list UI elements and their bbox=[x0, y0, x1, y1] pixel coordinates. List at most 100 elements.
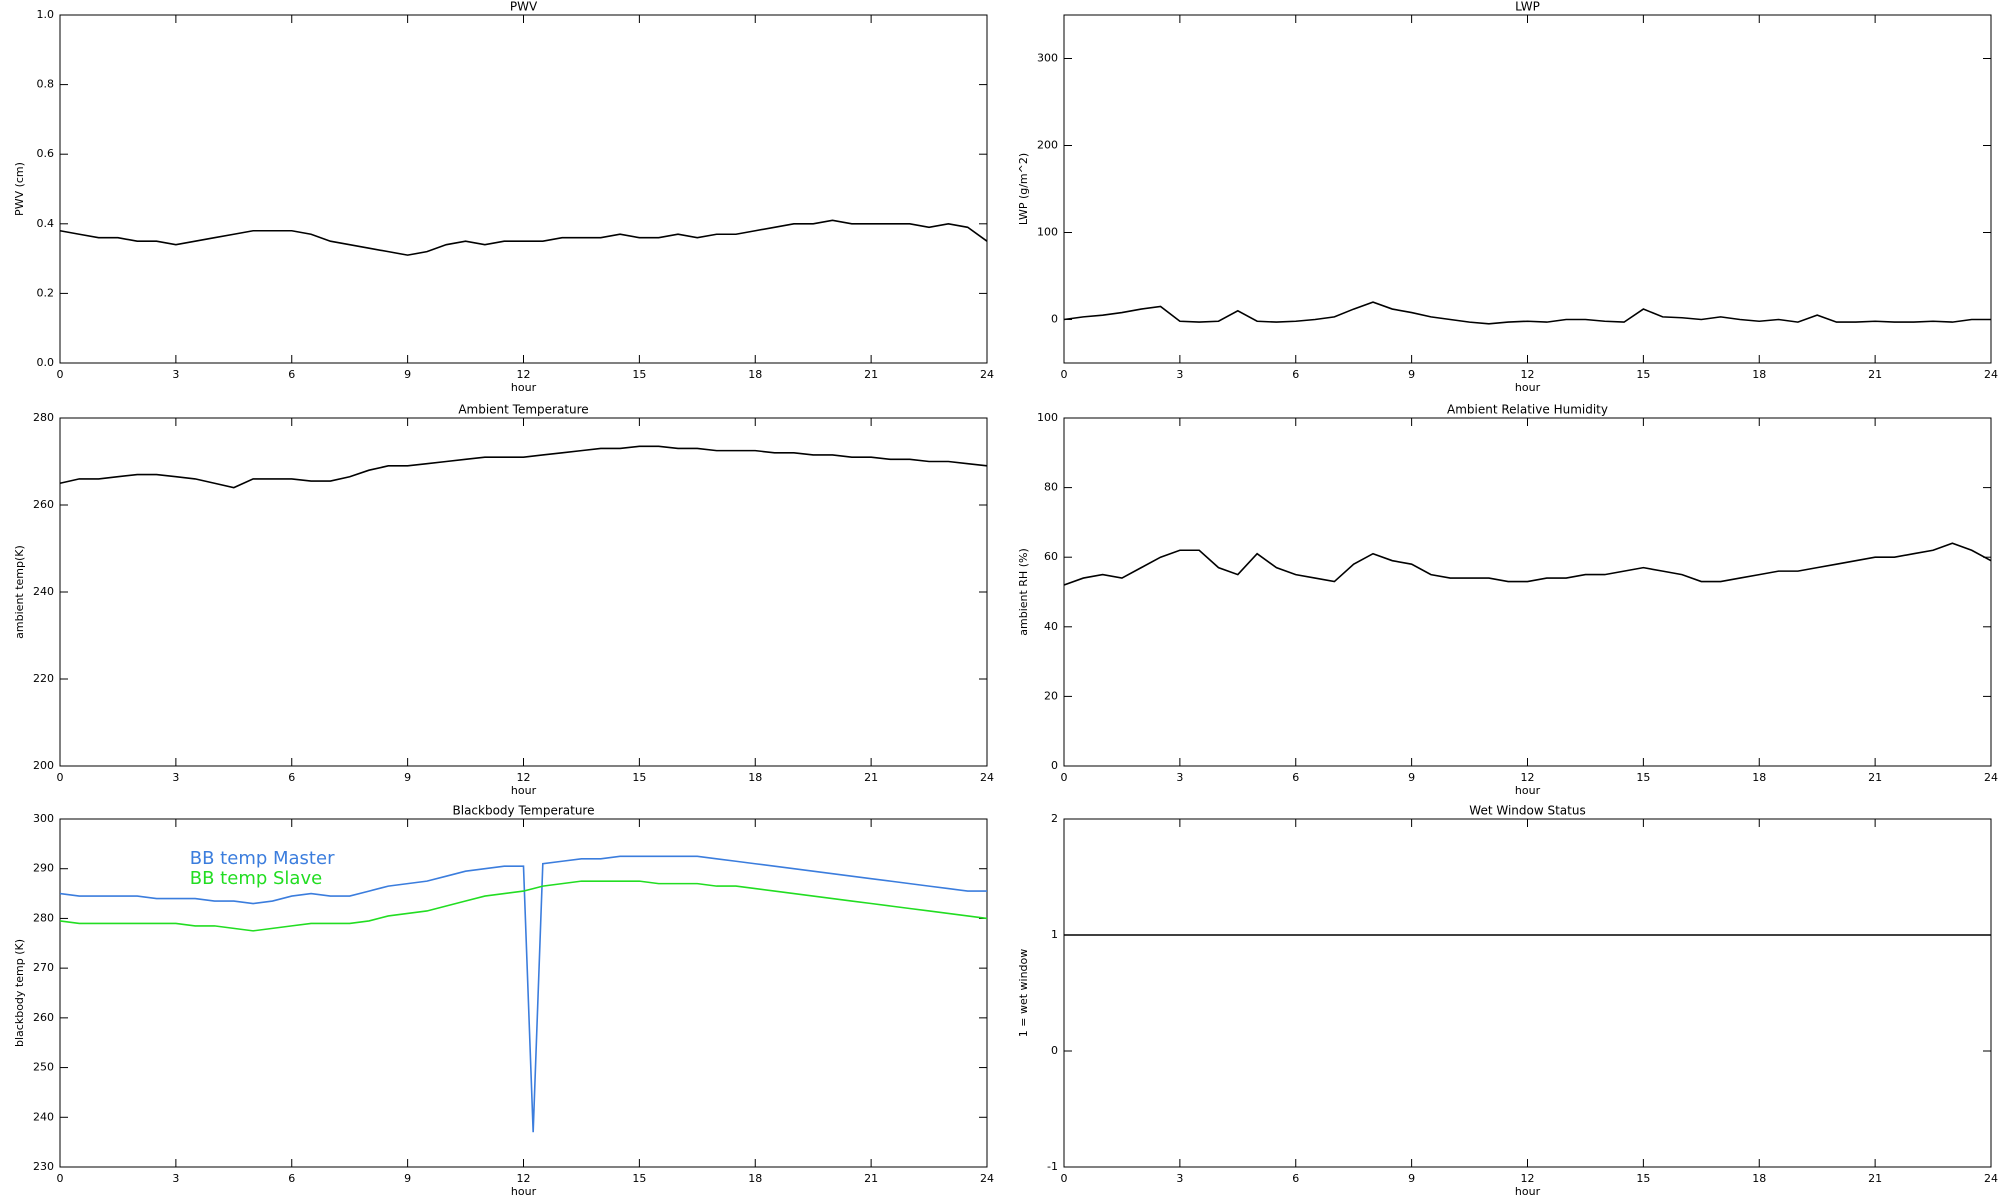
x-tick-label: 12 bbox=[1521, 771, 1535, 784]
x-tick-label: 6 bbox=[1292, 771, 1299, 784]
y-tick-label: 40 bbox=[1044, 620, 1058, 633]
x-tick-label: 9 bbox=[404, 771, 411, 784]
y-tick-label: 80 bbox=[1044, 481, 1058, 494]
x-axis-label: hour bbox=[1515, 381, 1541, 394]
x-axis-label: hour bbox=[511, 381, 537, 394]
x-tick-label: 3 bbox=[1176, 368, 1183, 381]
plot-frame bbox=[1063, 818, 1992, 1168]
x-tick-label: 15 bbox=[1636, 368, 1650, 381]
x-tick-label: 21 bbox=[864, 368, 878, 381]
y-axis-label: LWP (g/m^2) bbox=[1017, 153, 1030, 225]
x-tick-label: 15 bbox=[1636, 1172, 1650, 1185]
y-axis-label: blackbody temp (K) bbox=[13, 939, 26, 1047]
y-tick-label: 20 bbox=[1044, 689, 1058, 702]
y-tick-label: 2 bbox=[1051, 812, 1058, 825]
chart-title: Wet Window Status bbox=[1469, 804, 1585, 818]
y-tick-label: 100 bbox=[1037, 411, 1058, 424]
x-tick-label: 18 bbox=[1752, 368, 1766, 381]
x-tick-label: 0 bbox=[57, 1172, 64, 1185]
x-tick-label: 18 bbox=[748, 771, 762, 784]
chart-title: Ambient Temperature bbox=[458, 403, 588, 417]
y-tick-label: 0.8 bbox=[37, 78, 55, 91]
chart-title: PWV bbox=[510, 0, 538, 14]
x-tick-label: 18 bbox=[748, 1172, 762, 1185]
data-line bbox=[59, 219, 988, 256]
x-tick-label: 12 bbox=[517, 368, 531, 381]
x-tick-label: 24 bbox=[980, 1172, 994, 1185]
x-tick-label: 6 bbox=[288, 1172, 295, 1185]
data-line bbox=[59, 445, 988, 489]
x-tick-label: 9 bbox=[404, 1172, 411, 1185]
y-tick-label: 0 bbox=[1051, 313, 1058, 326]
data-line bbox=[59, 855, 987, 1133]
plot-frame bbox=[1063, 417, 1992, 767]
y-tick-label: 250 bbox=[33, 1061, 54, 1074]
x-tick-label: 3 bbox=[1176, 1172, 1183, 1185]
x-tick-label: 6 bbox=[1292, 368, 1299, 381]
x-tick-label: 15 bbox=[632, 1172, 646, 1185]
x-tick-label: 12 bbox=[1521, 368, 1535, 381]
y-tick-label: 0.4 bbox=[37, 217, 55, 230]
x-tick-label: 24 bbox=[1984, 1172, 1998, 1185]
x-tick-label: 15 bbox=[632, 771, 646, 784]
x-tick-label: 21 bbox=[1868, 368, 1882, 381]
x-tick-label: 24 bbox=[1984, 368, 1998, 381]
y-tick-label: 0.2 bbox=[37, 286, 55, 299]
y-tick-label: 0.6 bbox=[37, 147, 55, 160]
y-tick-label: 260 bbox=[33, 1011, 54, 1024]
x-tick-label: 9 bbox=[404, 368, 411, 381]
x-tick-label: 15 bbox=[632, 368, 646, 381]
x-tick-label: 21 bbox=[864, 771, 878, 784]
y-tick-label: 260 bbox=[33, 498, 54, 511]
x-tick-label: 21 bbox=[1868, 1172, 1882, 1185]
x-tick-label: 6 bbox=[1292, 1172, 1299, 1185]
chart-title: Ambient Relative Humidity bbox=[1447, 403, 1608, 417]
data-line bbox=[59, 880, 988, 932]
y-tick-label: 1.0 bbox=[37, 8, 55, 21]
y-tick-label: 230 bbox=[33, 1160, 54, 1173]
x-tick-label: 9 bbox=[1408, 368, 1415, 381]
y-tick-label: 1 bbox=[1051, 928, 1058, 941]
y-tick-label: 100 bbox=[1037, 226, 1058, 239]
x-tick-label: 12 bbox=[517, 771, 531, 784]
y-tick-label: 200 bbox=[1037, 139, 1058, 152]
y-axis-label: 1 = wet window bbox=[1017, 949, 1030, 1038]
x-tick-label: 12 bbox=[1521, 1172, 1535, 1185]
chart-title: LWP bbox=[1515, 0, 1540, 14]
x-tick-label: 0 bbox=[57, 771, 64, 784]
x-tick-label: 0 bbox=[57, 368, 64, 381]
y-tick-label: 300 bbox=[33, 812, 54, 825]
y-tick-label: 200 bbox=[33, 759, 54, 772]
x-tick-label: 9 bbox=[1408, 1172, 1415, 1185]
y-tick-label: 300 bbox=[1037, 52, 1058, 65]
x-tick-label: 18 bbox=[1752, 1172, 1766, 1185]
x-tick-label: 0 bbox=[1061, 368, 1068, 381]
y-axis-label: ambient RH (%) bbox=[1017, 548, 1030, 636]
y-tick-label: 240 bbox=[33, 585, 54, 598]
x-axis-label: hour bbox=[511, 1185, 537, 1198]
legend-label: BB temp Master bbox=[190, 848, 335, 869]
x-tick-label: 9 bbox=[1408, 771, 1415, 784]
x-tick-label: 24 bbox=[1984, 771, 1998, 784]
legend-label: BB temp Slave bbox=[190, 868, 322, 889]
y-axis-label: PWV (cm) bbox=[13, 162, 26, 216]
y-tick-label: 240 bbox=[33, 1110, 54, 1123]
x-tick-label: 18 bbox=[748, 368, 762, 381]
x-tick-label: 0 bbox=[1061, 1172, 1068, 1185]
y-axis-label: ambient temp(K) bbox=[13, 545, 26, 639]
chart-title: Blackbody Temperature bbox=[453, 804, 595, 818]
y-tick-label: 0.0 bbox=[37, 356, 55, 369]
y-tick-label: 290 bbox=[33, 862, 54, 875]
x-tick-label: 21 bbox=[1868, 771, 1882, 784]
x-tick-label: 6 bbox=[288, 771, 295, 784]
y-tick-label: -1 bbox=[1047, 1160, 1058, 1173]
y-tick-label: 280 bbox=[33, 911, 54, 924]
data-line bbox=[1063, 301, 1991, 325]
x-tick-label: 15 bbox=[1636, 771, 1650, 784]
plot-frame bbox=[1063, 14, 1992, 364]
y-tick-label: 220 bbox=[33, 672, 54, 685]
y-tick-label: 0 bbox=[1051, 759, 1058, 772]
x-tick-label: 24 bbox=[980, 771, 994, 784]
